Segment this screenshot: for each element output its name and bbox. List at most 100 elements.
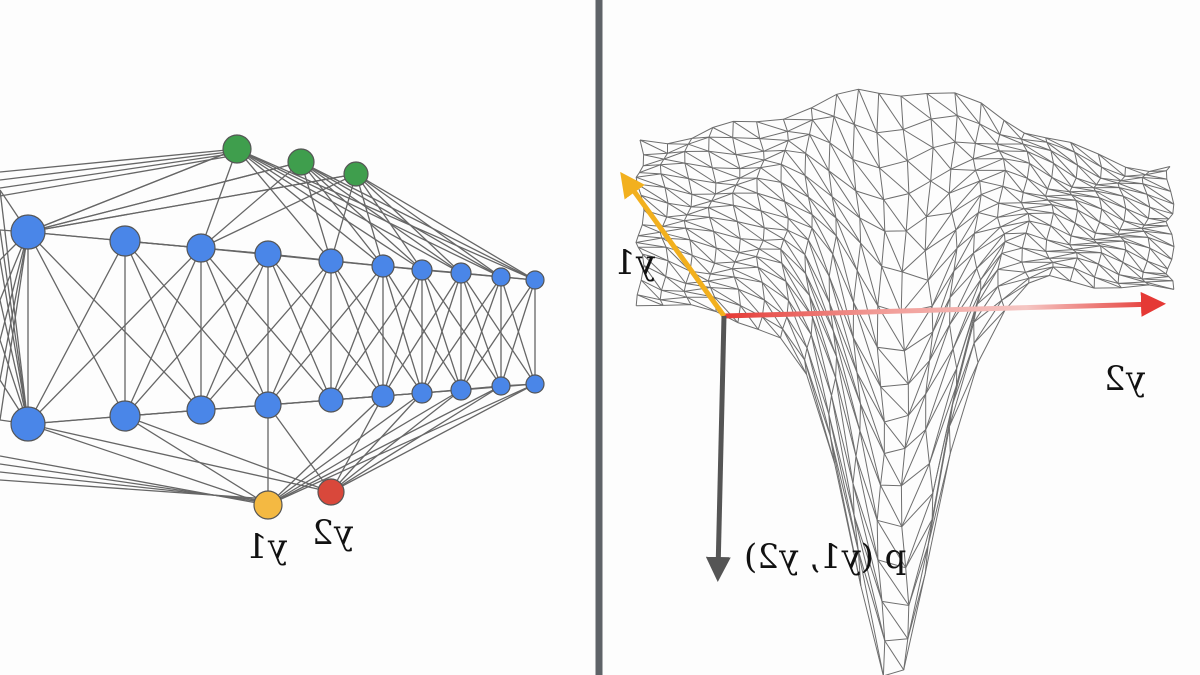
network-edge [236,148,502,278]
mesh-line [639,172,662,175]
network-edge [267,389,462,506]
mesh-line [643,164,661,167]
network-edge [330,173,357,262]
mesh-line [1097,153,1126,177]
mesh-line [855,190,886,232]
mesh-line [642,224,661,233]
mesh-line [637,246,669,262]
mesh-line [685,283,711,288]
mesh-line [1141,227,1172,235]
mesh-line [783,238,807,274]
mesh-line [997,213,1029,218]
network-edge [460,279,536,391]
mesh-line [1117,233,1149,238]
mesh-line [948,362,979,427]
network-edge [330,392,423,493]
mesh-line [978,212,998,218]
mesh-line [1075,199,1100,223]
mesh-line [1147,237,1173,260]
hidden-node [411,382,433,404]
mesh-line [1024,208,1054,214]
mesh-line [1099,221,1119,235]
mesh-line [1069,244,1101,247]
network-edge [0,154,238,197]
mesh-line [760,210,788,231]
mesh-line [927,453,951,545]
mesh-line [732,268,763,283]
network-edge [27,423,332,493]
mesh-line [660,164,689,180]
mesh-line [856,372,885,454]
hidden-node [491,376,511,396]
mesh-line [980,269,999,291]
mesh-line [688,143,709,152]
mesh-line [715,192,733,195]
mesh-line [902,271,929,281]
mesh-line [997,143,1028,152]
network-edge [124,240,269,406]
hidden-node [109,400,141,432]
mesh-line [759,248,783,264]
mesh-line [1046,239,1073,251]
mesh-line [932,147,952,170]
mesh-line [829,142,857,192]
mesh-line [811,107,835,117]
mesh-line [691,206,709,208]
mesh-line [901,492,934,528]
mesh-line [1053,162,1073,188]
mesh-line [1004,232,1027,235]
mesh-line [904,331,934,352]
network-edge [267,404,332,493]
hidden-node [254,391,282,419]
mesh-line [735,154,765,161]
axis-y2-arrow [723,291,1166,319]
mesh-line [787,130,810,135]
network-edge [200,260,332,411]
mesh-line [904,429,927,449]
mesh-line [710,287,741,307]
mesh-line [908,544,929,606]
mesh-line [907,573,926,639]
mesh-line [712,167,740,179]
mesh-line [876,520,907,569]
network-edge [355,173,502,278]
network-edge [330,395,384,493]
output-label-y2: y2 [312,513,353,553]
mesh-line [975,142,1000,152]
mesh-line [1053,212,1072,237]
mesh-line [1021,138,1052,152]
mesh-line [1051,176,1070,193]
network-edge [124,240,202,411]
mesh-line [738,288,763,318]
mesh-line [1022,247,1050,259]
mesh-line [828,170,861,219]
hidden-node [450,379,472,401]
hidden-node [371,254,395,278]
mesh-line [1025,266,1054,273]
mesh-line [713,231,740,253]
mesh-line [1117,182,1148,195]
mesh-line [708,207,738,223]
network-edge [382,265,423,394]
mesh-line [997,277,1030,287]
network-edge [460,272,502,387]
mesh-line [1076,257,1095,278]
mesh-line [640,279,661,301]
network-edge [382,269,423,397]
mesh-line [1125,208,1145,226]
mesh-line [979,180,1004,187]
network-edge [355,173,462,274]
network-edge [300,161,502,278]
mesh-line [860,403,881,486]
mesh-line [881,266,902,314]
network-edge [500,276,536,385]
mesh-line [811,227,830,277]
network-edge [124,415,269,506]
mesh-line [857,550,884,675]
network-edge [200,247,332,401]
axis-p-arrow [705,315,731,582]
mesh-line [926,93,958,116]
network-edge [27,161,302,233]
network-edge [27,423,269,506]
mesh-line [1119,229,1144,232]
